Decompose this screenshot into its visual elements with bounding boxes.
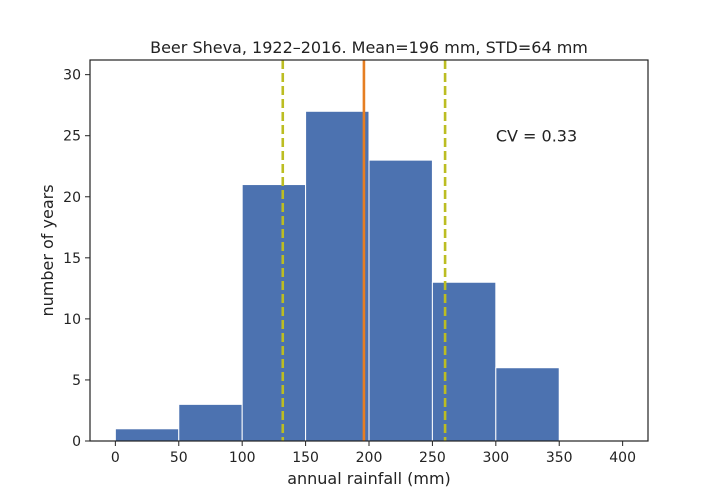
x-axis-label: annual rainfall (mm) [287,469,451,488]
y-axis-label: number of years [38,184,57,316]
y-tick-label: 5 [72,373,81,389]
y-tick-label: 20 [63,190,81,206]
x-tick-label: 0 [111,450,120,466]
y-tick-label: 15 [63,251,81,267]
histogram-bar-0 [114,428,180,442]
x-tick-label: 200 [356,450,383,466]
histogram-bar-5 [431,281,497,442]
x-tick-label: 150 [292,450,319,466]
x-tick-label: 50 [170,450,188,466]
y-tick-label: 30 [63,68,81,84]
x-tick-label: 100 [229,450,256,466]
y-tick-label: 10 [63,312,81,328]
x-tick-label: 250 [419,450,446,466]
histogram-bars [114,110,560,442]
chart-title: Beer Sheva, 1922–2016. Mean=196 mm, STD=… [150,38,588,57]
y-tick-label: 25 [63,129,81,145]
x-tick-label: 300 [482,450,509,466]
histogram-bar-1 [178,403,243,442]
x-tick-label: 400 [609,450,636,466]
cv-annotation: CV = 0.33 [496,127,577,146]
y-axis-ticks: 0 5 10 15 20 25 30 [63,68,90,450]
histogram-bar-2 [241,184,307,442]
x-axis-ticks: 0 50 100 150 200 250 300 350 400 [111,441,636,466]
histogram-bar-3 [305,110,370,442]
histogram-bar-4 [368,159,433,442]
histogram-bar-6 [495,367,560,442]
reference-lines [281,60,447,441]
x-tick-label: 350 [546,450,573,466]
y-tick-label: 0 [72,434,81,450]
